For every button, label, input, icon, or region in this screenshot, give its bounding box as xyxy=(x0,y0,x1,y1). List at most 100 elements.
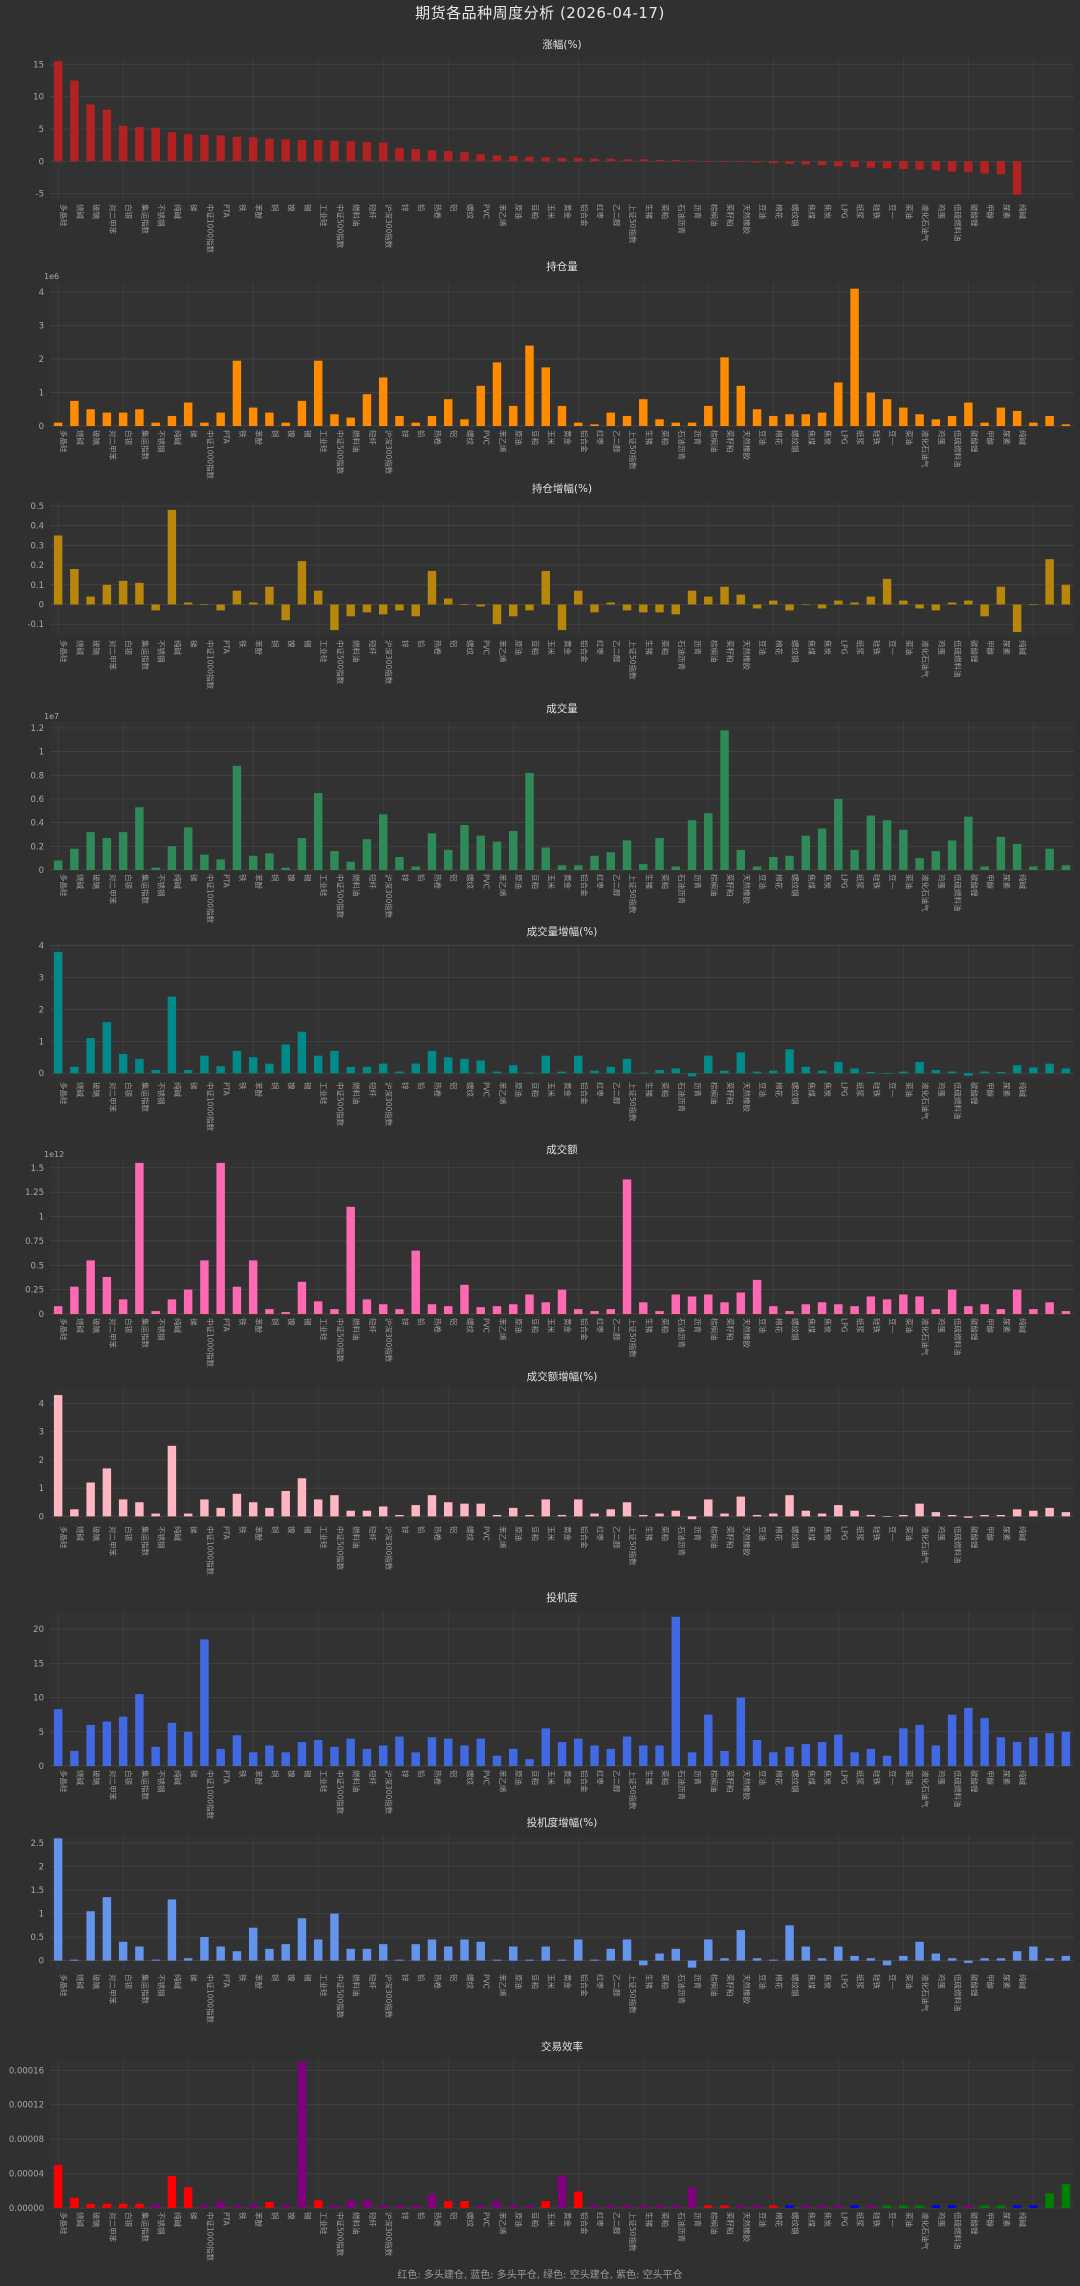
panel-9-bar-21 xyxy=(395,2205,404,2208)
panel-6-bar-50 xyxy=(866,1514,876,1517)
panel-0-xtick: 天然橡胶 xyxy=(742,204,752,234)
panel-0-bar-13 xyxy=(265,138,274,162)
panel-4-xtick: 铜 xyxy=(270,1082,280,1090)
panel-9-bar-2 xyxy=(86,2203,95,2208)
panel-1-bar-33 xyxy=(590,424,599,426)
panel-6-xtick: 纯碱 xyxy=(1018,1526,1028,1542)
panel-6-xtick: 螺纹 xyxy=(465,1526,475,1542)
panel-1-bar-35 xyxy=(622,415,632,426)
panel-8-xtick: 原油 xyxy=(514,1974,524,1989)
panel-9-xtick: 对二甲苯 xyxy=(108,2212,118,2242)
panel-1-bar-42 xyxy=(736,385,746,426)
panel-5-bar-48 xyxy=(834,1304,843,1314)
panel-8-bar-52 xyxy=(899,1955,908,1961)
panel-8-xtick: 锡 xyxy=(303,1974,312,1982)
panel-4-xtick: 热卷 xyxy=(433,1082,443,1098)
panel-3-xtick: 玻璃 xyxy=(92,874,102,889)
panel-0-bar-39 xyxy=(687,160,697,162)
panel-6-xtick: 棉花 xyxy=(774,1526,784,1542)
panel-1-bar-22 xyxy=(411,422,420,426)
panel-3-bar-13 xyxy=(265,853,274,870)
panel-8-xtick: 铜 xyxy=(270,1974,280,1982)
panel-8-bar-27 xyxy=(492,1959,502,1961)
panel-0-bar-55 xyxy=(947,161,957,172)
panel-2-bar-25 xyxy=(460,604,469,606)
panel-4-xtick: 铅 xyxy=(417,1082,427,1090)
panel-2-ytick: 0.4 xyxy=(30,522,44,532)
panel-8-xtick: 豆粕 xyxy=(530,1974,540,1989)
panel-5-bar-56 xyxy=(964,1306,973,1314)
panel-7-xtick: 棉花 xyxy=(774,1770,784,1786)
panel-6-xtick: 豆油 xyxy=(758,1526,768,1541)
panel-0-bar-53 xyxy=(915,161,924,170)
panel-0-xtick: 白银 xyxy=(124,204,134,219)
panel-3-bar-36 xyxy=(639,864,648,870)
panel-5-bar-16 xyxy=(313,1301,323,1314)
panel-6-bar-32 xyxy=(574,1499,583,1517)
panel-0-xtick: 锌 xyxy=(400,204,410,212)
panel-3-bar-35 xyxy=(622,840,632,870)
panel-6-bar-9 xyxy=(200,1499,209,1517)
panel-6-xtick: 低硫燃料油 xyxy=(953,1526,963,1564)
panel-8-bar-19 xyxy=(362,1948,372,1961)
panel-5-bar-1 xyxy=(70,1286,79,1314)
panel-0-xtick: 螺纹钢 xyxy=(791,204,801,227)
panel-3-ytick: 0.4 xyxy=(30,819,44,829)
panel-3-xtick: 螺纹钢 xyxy=(791,874,801,897)
panel-2-xtick: 石油沥青 xyxy=(677,640,687,670)
panel-8-bar-43 xyxy=(752,1958,762,1961)
panel-1-bar-36 xyxy=(639,399,648,426)
panel-2-bar-19 xyxy=(362,604,372,613)
panel-4-xtick: 豆油 xyxy=(758,1082,768,1097)
panel-3-bar-14 xyxy=(281,867,290,870)
panel-7-bar-43 xyxy=(752,1739,762,1766)
panel-3-bar-59 xyxy=(1012,843,1022,870)
panel-5-bar-37 xyxy=(655,1311,664,1314)
panel-2-xtick: 锑 xyxy=(189,640,199,648)
panel-8-bar-59 xyxy=(1012,1951,1022,1961)
panel-1-bar-55 xyxy=(947,415,957,426)
panel-3-bar-1 xyxy=(70,848,79,870)
panel-2-xtick: 苯酚 xyxy=(254,640,264,655)
panel-6-bar-16 xyxy=(313,1499,323,1517)
panel-2-bar-15 xyxy=(297,561,307,605)
panel-9-bar-45 xyxy=(785,2205,794,2208)
panel-0-bar-25 xyxy=(460,152,469,162)
panel-6-xtick: 菜粕 xyxy=(661,1526,671,1541)
panel-4-bar-16 xyxy=(313,1055,323,1074)
panel-9-xtick: 苯酚 xyxy=(254,2212,264,2228)
panel-8-xtick: 锑 xyxy=(189,1974,199,1982)
panel-4-xtick: 燃料油 xyxy=(352,1082,362,1105)
panel-8-bar-11 xyxy=(232,1951,242,1961)
panel-4-xtick: 棉花 xyxy=(774,1082,784,1098)
panel-5-xtick: 豆粕 xyxy=(530,1318,540,1333)
panel-5-xtick: 中证1000指数 xyxy=(205,1318,215,1368)
panel-2-xtick: 螺纹 xyxy=(465,640,475,655)
panel-0-bar-15 xyxy=(297,139,307,162)
panel-4-bar-30 xyxy=(541,1055,550,1074)
panel-1-xtick: 菜油 xyxy=(904,430,914,445)
panel-2-xtick: 玻璃 xyxy=(92,640,102,655)
panel-8-bar-39 xyxy=(687,1960,697,1968)
panel-0-xtick: 鸡蛋 xyxy=(937,204,947,219)
panel-8-bar-62 xyxy=(1061,1955,1071,1961)
panel-2-xtick: 焦煤 xyxy=(807,640,817,655)
panel-5-xtick: 棉花 xyxy=(774,1318,784,1334)
panel-9-bar-19 xyxy=(362,2200,372,2208)
panel-6-bar-61 xyxy=(1045,1507,1054,1517)
panel-9-xtick: 上证50指数 xyxy=(628,2212,638,2252)
panel-4-xtick: 菜油 xyxy=(904,1082,914,1097)
panel-2-xtick: 豆一 xyxy=(888,640,897,655)
panel-2-bar-28 xyxy=(509,604,518,617)
panel-5-xtick: 生猪 xyxy=(644,1318,654,1334)
panel-6-xtick: 铁 xyxy=(238,1526,248,1534)
panel-1-bar-12 xyxy=(248,407,258,426)
panel-5-bar-41 xyxy=(720,1302,729,1314)
panel-5-bar-58 xyxy=(996,1309,1006,1314)
panel-7-xtick: 纯碱 xyxy=(1018,1770,1028,1786)
panel-7-xtick: 甲醇 xyxy=(986,1770,996,1786)
panel-2-bar-2 xyxy=(86,596,95,605)
panel-6-xtick: 烧碱 xyxy=(75,1526,85,1542)
panel-5-xtick: 镍 xyxy=(287,1318,297,1326)
panel-6-bar-33 xyxy=(590,1513,599,1517)
